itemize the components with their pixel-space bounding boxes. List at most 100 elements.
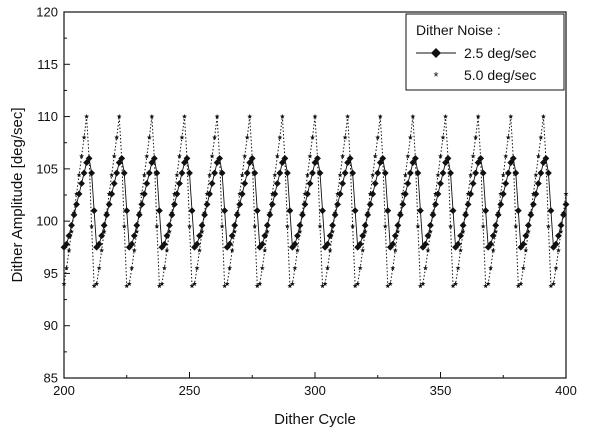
y-tick-label: 100 <box>36 214 58 229</box>
legend: Dither Noise : 2.5 deg/sec * 5.0 deg/sec <box>405 13 565 91</box>
data-point <box>427 221 434 229</box>
data-point <box>103 211 111 219</box>
data-point <box>219 223 225 229</box>
data-point <box>448 223 454 229</box>
data-point <box>487 240 495 248</box>
data-point <box>395 229 401 234</box>
data-point <box>86 155 92 161</box>
x-tick-label: 400 <box>555 383 577 398</box>
data-point <box>229 247 235 253</box>
data-point <box>101 229 107 234</box>
data-point <box>110 180 118 187</box>
data-point <box>168 211 176 219</box>
data-point <box>267 210 273 215</box>
data-point <box>279 113 285 119</box>
data-point <box>232 229 238 234</box>
data-point <box>520 265 526 271</box>
data-point <box>377 113 383 119</box>
data-point <box>258 240 266 248</box>
data-point <box>193 240 201 248</box>
data-point <box>432 201 439 208</box>
series-layer <box>60 113 570 289</box>
data-point <box>66 247 72 253</box>
data-point <box>209 153 215 159</box>
data-point <box>510 155 516 161</box>
data-point <box>562 201 570 208</box>
series-line <box>63 116 567 288</box>
x-tick-label: 200 <box>53 383 75 398</box>
data-point <box>425 247 431 253</box>
data-point <box>322 281 328 286</box>
data-point <box>129 265 135 271</box>
data-point <box>306 180 314 187</box>
data-point <box>144 153 150 159</box>
data-point <box>392 247 398 253</box>
data-point <box>184 155 190 161</box>
data-point <box>493 229 499 234</box>
data-point <box>156 283 162 289</box>
data-point <box>169 210 175 215</box>
data-point <box>385 283 391 289</box>
data-point <box>320 283 325 289</box>
data-point <box>237 191 243 197</box>
data-point <box>362 229 368 234</box>
data-point <box>552 240 560 248</box>
data-point <box>519 240 527 248</box>
data-point <box>330 229 336 234</box>
series-5-0-deg-sec <box>61 113 569 289</box>
data-point <box>224 281 230 286</box>
data-point <box>197 247 203 253</box>
data-point <box>523 247 529 253</box>
data-point <box>277 134 283 140</box>
data-point <box>462 211 469 219</box>
data-point <box>468 172 474 178</box>
data-point <box>273 180 281 187</box>
data-point <box>530 191 536 197</box>
data-point <box>341 169 349 177</box>
data-point <box>181 159 188 166</box>
data-point <box>278 159 286 166</box>
data-point <box>360 247 366 253</box>
data-point <box>262 247 268 253</box>
data-point <box>161 265 167 271</box>
data-point <box>221 207 229 215</box>
data-point <box>149 113 155 119</box>
legend-title: Dither Noise : <box>416 22 501 38</box>
data-point <box>81 134 87 140</box>
data-point <box>324 240 331 248</box>
data-point <box>312 113 318 119</box>
data-point <box>424 232 432 240</box>
data-point <box>186 169 193 177</box>
data-point <box>80 169 88 177</box>
data-point <box>286 207 294 215</box>
legend-entry-2-5: 2.5 deg/sec <box>464 45 536 61</box>
data-point <box>463 210 469 215</box>
data-point <box>327 247 333 253</box>
data-point <box>561 210 566 215</box>
data-point <box>427 229 433 234</box>
data-point <box>292 265 298 271</box>
data-point <box>417 283 423 289</box>
data-point <box>111 153 117 159</box>
data-point <box>335 191 341 197</box>
data-point <box>176 180 183 187</box>
data-point <box>319 207 326 215</box>
data-point <box>71 210 77 215</box>
data-point <box>502 180 510 187</box>
data-point <box>454 240 462 248</box>
data-point <box>151 155 157 161</box>
data-point <box>188 207 196 215</box>
data-point <box>302 191 308 197</box>
data-point <box>140 190 148 198</box>
data-point <box>203 201 211 208</box>
data-point <box>173 190 181 198</box>
data-point <box>334 201 341 208</box>
data-point <box>547 207 555 215</box>
data-point <box>433 191 438 197</box>
data-point <box>282 155 288 161</box>
data-point <box>351 207 359 215</box>
data-point <box>508 113 514 119</box>
data-point <box>370 172 376 178</box>
data-point <box>499 190 507 198</box>
data-point <box>382 223 388 229</box>
